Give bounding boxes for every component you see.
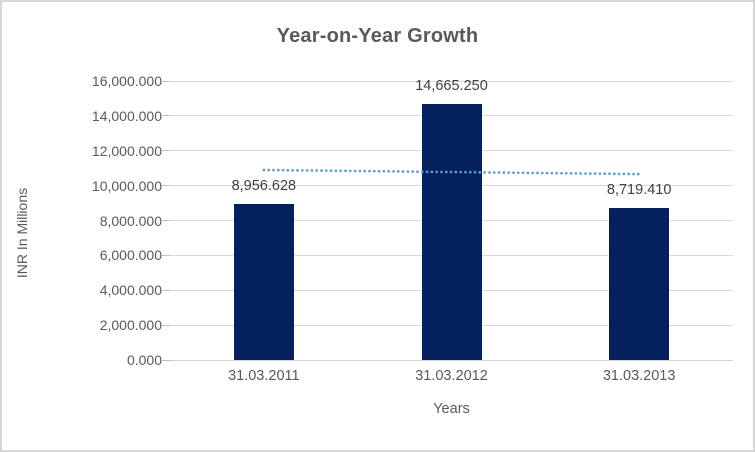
y-axis-tick-mark [162,324,170,326]
x-axis-tick-label: 31.03.2013 [602,368,676,384]
y-axis-tick-label: 8,000.000 [99,212,162,229]
y-axis-tick-mark [162,359,170,361]
bar-31.03.2013 [609,207,670,360]
bar-31.03.2012 [421,104,482,360]
data-label-31.03.2011: 8,956.628 [231,177,297,194]
y-axis-tick-label: 4,000.000 [99,282,162,299]
y-axis-tick-label: 14,000.000 [91,107,162,124]
y-axis-tick-label: 0.000 [126,352,162,368]
y-axis-tick-label: 10,000.000 [91,177,162,194]
x-axis-tick-label: 31.03.2012 [415,368,488,384]
y-axis-tick-label: 2,000.000 [99,317,162,334]
y-axis-tick-mark [162,115,170,117]
data-label-31.03.2013: 8,719.410 [606,181,672,198]
trendline-path [262,168,641,176]
y-axis-tick-mark [162,185,170,187]
chart-title: Year-on-Year Growth [276,25,479,47]
y-axis-tick-label: 16,000.000 [91,73,162,89]
x-axis-title: Years [433,401,470,417]
y-axis-tick-mark [162,150,170,152]
y-axis-tick-mark [162,254,170,256]
gridline [170,80,733,82]
y-axis-tick-label: 6,000.000 [99,247,162,264]
bar-31.03.2011 [233,203,294,360]
y-axis-tick-label: 12,000.000 [91,142,162,159]
data-label-31.03.2012: 14,665.250 [415,78,488,95]
y-axis-tick-mark [162,80,170,82]
y-axis-tick-mark [162,220,170,221]
y-axis-tick-mark [162,289,170,291]
x-axis-tick-label: 31.03.2011 [228,368,300,384]
trendline [262,168,641,176]
x-axis-line [170,359,733,361]
